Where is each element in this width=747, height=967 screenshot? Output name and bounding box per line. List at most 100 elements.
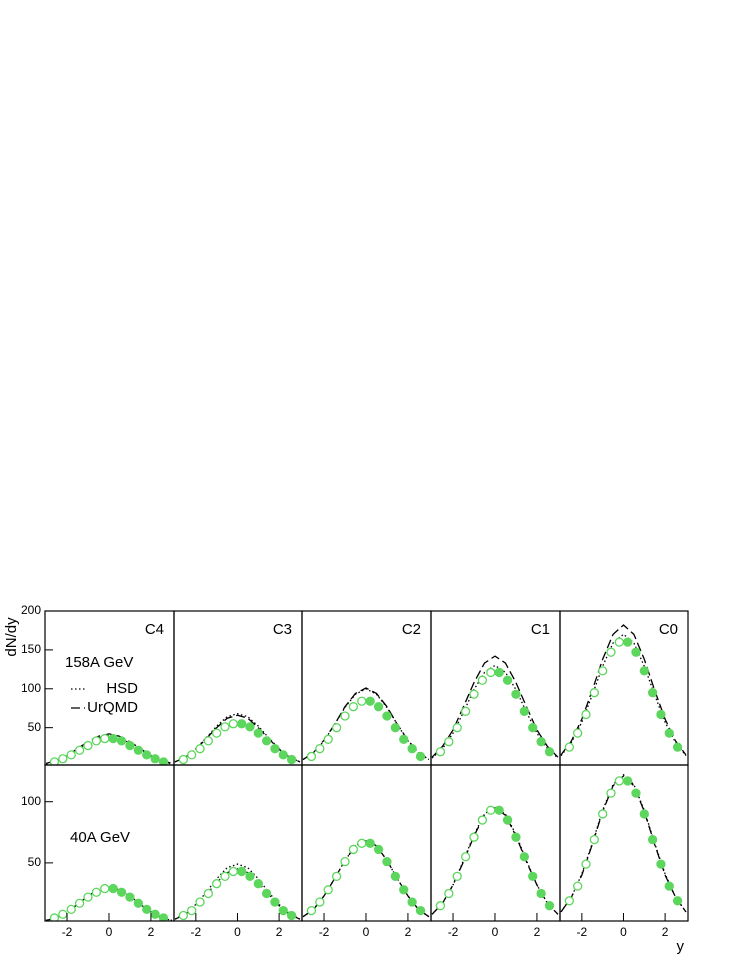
filled-point bbox=[245, 871, 255, 881]
filled-point bbox=[494, 667, 504, 678]
curve bbox=[431, 655, 559, 758]
filled-point bbox=[656, 859, 666, 869]
x-tick-label: 2 bbox=[405, 925, 412, 939]
filled-point bbox=[519, 706, 529, 716]
open-point bbox=[357, 696, 367, 706]
y-tick-label: 100 bbox=[21, 681, 41, 695]
panel-label: C0 bbox=[659, 621, 678, 638]
filled-point bbox=[261, 888, 272, 899]
x-tick-label: -2 bbox=[62, 925, 73, 939]
open-point bbox=[91, 887, 102, 897]
filled-point bbox=[261, 736, 272, 746]
filled-point bbox=[519, 852, 529, 862]
y-tick-label: 200 bbox=[21, 603, 41, 617]
filled-point bbox=[664, 881, 674, 891]
open-point bbox=[435, 901, 446, 911]
panel-label: C4 bbox=[145, 621, 164, 638]
panel-label: C3 bbox=[273, 621, 292, 638]
filled-point bbox=[407, 744, 417, 754]
open-point bbox=[203, 888, 213, 899]
curve bbox=[302, 840, 430, 918]
filled-point bbox=[536, 737, 546, 747]
open-point bbox=[477, 675, 488, 685]
filled-point bbox=[278, 905, 288, 916]
open-point bbox=[187, 905, 197, 916]
x-axis-title: y bbox=[677, 938, 685, 955]
panel bbox=[431, 805, 559, 915]
open-point bbox=[357, 838, 367, 848]
open-point bbox=[220, 871, 230, 881]
filled-point bbox=[236, 866, 247, 877]
filled-point bbox=[502, 675, 513, 685]
filled-point bbox=[502, 815, 513, 825]
filled-point bbox=[142, 904, 152, 915]
filled-point bbox=[236, 719, 247, 729]
curve bbox=[560, 633, 687, 757]
open-point bbox=[564, 896, 575, 906]
open-point bbox=[195, 744, 205, 754]
filled-point bbox=[399, 885, 409, 895]
panel bbox=[45, 883, 173, 921]
filled-point bbox=[672, 742, 683, 752]
panel-label: C2 bbox=[402, 621, 421, 638]
filled-point bbox=[647, 834, 658, 845]
filled-point bbox=[245, 722, 255, 732]
panel-frame bbox=[173, 764, 303, 922]
open-point bbox=[49, 757, 60, 765]
open-point bbox=[323, 734, 333, 744]
open-point bbox=[606, 647, 616, 657]
open-point bbox=[581, 709, 591, 720]
panel-label: C1 bbox=[531, 621, 550, 638]
open-point bbox=[581, 859, 591, 869]
panel bbox=[45, 733, 173, 765]
filled-point bbox=[622, 637, 633, 647]
open-point bbox=[460, 706, 471, 716]
open-point bbox=[598, 809, 608, 819]
open-point bbox=[212, 879, 222, 889]
filled-point bbox=[158, 757, 169, 765]
open-point bbox=[460, 852, 471, 862]
open-point bbox=[340, 857, 350, 867]
curve bbox=[560, 624, 687, 756]
filled-point bbox=[108, 883, 118, 894]
filled-point bbox=[511, 689, 521, 699]
filled-point bbox=[494, 805, 504, 815]
open-point bbox=[435, 747, 446, 757]
open-point bbox=[83, 740, 93, 751]
curve bbox=[560, 773, 687, 913]
filled-point bbox=[639, 666, 649, 676]
open-point bbox=[452, 723, 462, 733]
panel bbox=[431, 655, 559, 759]
open-point bbox=[444, 888, 454, 899]
legend-label: UrQMD bbox=[87, 699, 138, 716]
x-tick-label: 0 bbox=[106, 925, 113, 939]
filled-point bbox=[116, 887, 127, 897]
open-point bbox=[203, 736, 213, 746]
filled-point bbox=[158, 913, 169, 921]
filled-point bbox=[528, 871, 538, 881]
open-point bbox=[58, 909, 68, 919]
panel-frame bbox=[559, 764, 689, 922]
open-point bbox=[220, 722, 230, 732]
open-point bbox=[58, 754, 68, 764]
open-point bbox=[178, 910, 189, 921]
x-tick-label: -2 bbox=[577, 925, 588, 939]
filled-point bbox=[270, 744, 280, 754]
open-point bbox=[74, 745, 85, 755]
open-point bbox=[228, 719, 238, 729]
filled-point bbox=[415, 751, 426, 762]
open-point bbox=[74, 898, 85, 908]
filled-point bbox=[656, 709, 666, 720]
filled-point bbox=[270, 897, 280, 907]
filled-point bbox=[528, 723, 538, 733]
legend-label: HSD bbox=[106, 680, 138, 697]
x-tick-label: 0 bbox=[492, 925, 499, 939]
open-point bbox=[195, 897, 205, 907]
open-point bbox=[66, 904, 76, 915]
y-tick-label: 50 bbox=[28, 720, 42, 734]
filled-point bbox=[373, 844, 384, 855]
filled-point bbox=[133, 898, 143, 908]
filled-point bbox=[390, 871, 400, 881]
open-point bbox=[178, 754, 189, 765]
curve bbox=[174, 863, 301, 920]
